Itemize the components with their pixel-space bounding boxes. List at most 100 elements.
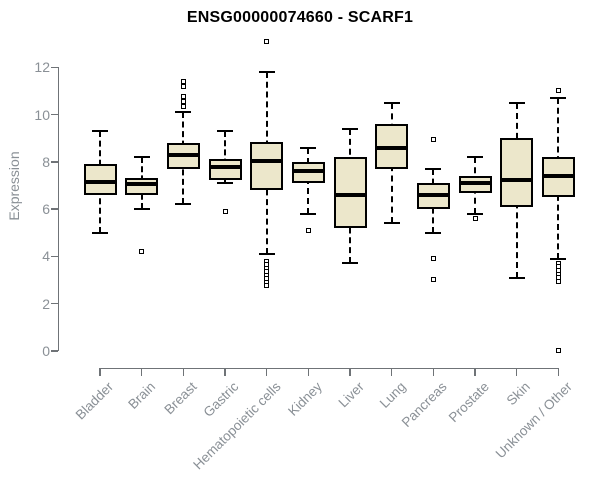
whisker-cap-high <box>342 127 358 130</box>
outlier-point <box>430 256 436 262</box>
whisker-line <box>224 131 226 184</box>
outlier-point <box>555 88 561 94</box>
median-line <box>250 158 284 163</box>
x-axis-tick <box>349 369 351 376</box>
outlier-point <box>180 83 186 89</box>
whisker-cap-high <box>300 146 317 149</box>
x-tick-label: Lung <box>376 379 409 411</box>
median-line <box>208 164 242 169</box>
x-tick-label: Gastric <box>200 379 242 420</box>
x-axis-tick <box>390 369 393 376</box>
y-tick-label: 12 <box>34 59 50 76</box>
outlier-point <box>139 249 145 255</box>
y-axis-tick <box>51 302 58 305</box>
outlier-point <box>472 216 478 221</box>
whisker-cap-high <box>133 156 150 159</box>
box-iqr <box>208 159 242 180</box>
outlier-point <box>430 136 436 142</box>
whisker-cap-low <box>217 182 233 185</box>
y-axis-tick <box>51 208 58 210</box>
y-axis-tick <box>51 255 58 258</box>
whisker-cap-high <box>92 130 108 133</box>
whisker-cap-high <box>175 111 192 114</box>
y-tick-label: 4 <box>42 248 50 265</box>
y-tick-label: 8 <box>42 153 50 170</box>
x-axis-tick <box>307 369 310 376</box>
x-axis-tick <box>99 369 101 376</box>
outlier-point <box>555 348 561 354</box>
median-line <box>541 173 575 178</box>
outlier-point <box>180 99 186 105</box>
y-tick-label: 10 <box>34 106 50 123</box>
whisker-cap-high <box>217 130 233 133</box>
x-axis-tick <box>140 369 143 376</box>
outlier-point <box>180 103 186 109</box>
outlier-point <box>305 227 311 233</box>
x-tick-label: Bladder <box>73 379 117 423</box>
y-axis-tick <box>51 161 58 163</box>
median-line <box>125 182 159 187</box>
whisker-cap-high <box>508 101 525 104</box>
x-tick-label: Prostate <box>445 379 492 426</box>
x-axis-tick <box>265 369 268 376</box>
box-iqr <box>333 157 367 228</box>
whisker-cap-low <box>342 262 358 265</box>
x-axis-tick <box>557 369 560 376</box>
whisker-cap-high <box>383 101 400 104</box>
x-tick-label: Skin <box>504 379 534 409</box>
outlier-point <box>180 94 186 100</box>
y-tick-label: 6 <box>42 201 50 218</box>
box-iqr <box>250 141 284 191</box>
chart-title: ENSG00000074660 - SCARF1 <box>186 9 414 26</box>
whisker-cap-low <box>550 257 567 260</box>
whisker-cap-low <box>300 212 317 215</box>
whisker-cap-low <box>508 276 525 279</box>
whisker-cap-low <box>133 208 150 211</box>
whisker-cap-low <box>258 252 275 255</box>
median-line <box>416 192 450 197</box>
outlier-point <box>430 277 436 283</box>
x-tick-label: Kidney <box>285 379 325 419</box>
y-axis-tick <box>51 350 58 352</box>
whisker-cap-high <box>258 71 275 74</box>
x-axis-line <box>99 367 560 369</box>
whisker-cap-high <box>467 156 483 159</box>
x-axis-tick <box>224 369 226 376</box>
whisker-cap-high <box>550 97 567 99</box>
y-tick-label: 2 <box>42 295 50 312</box>
x-tick-label: Liver <box>335 379 367 411</box>
whisker-cap-low <box>175 203 192 206</box>
whisker-cap-low <box>467 212 483 215</box>
whisker-cap-low <box>425 231 442 234</box>
median-line <box>291 169 325 174</box>
median-line <box>458 181 492 186</box>
median-line <box>333 192 367 197</box>
median-line <box>83 179 117 184</box>
outlier-point <box>264 283 270 289</box>
outlier-point <box>180 78 186 84</box>
box-iqr <box>125 178 159 195</box>
x-tick-label: Unknown / Other <box>492 379 575 462</box>
y-axis-tick <box>51 66 58 69</box>
median-line <box>375 145 409 150</box>
box-iqr <box>83 164 117 195</box>
box-iqr <box>500 138 534 207</box>
x-axis-tick <box>182 369 185 376</box>
x-tick-label: Breast <box>161 379 200 418</box>
y-axis-line <box>57 67 59 351</box>
x-axis-tick <box>474 369 476 376</box>
median-line <box>166 152 200 157</box>
outlier-point <box>555 278 561 284</box>
x-tick-label: Brain <box>125 379 159 412</box>
median-line <box>500 177 534 182</box>
outlier-point <box>264 38 270 44</box>
y-axis-tick <box>51 113 58 116</box>
x-axis-tick <box>515 369 518 376</box>
x-axis-tick <box>432 369 435 376</box>
outlier-point <box>222 208 228 214</box>
whisker-cap-low <box>92 231 108 234</box>
whisker-cap-low <box>383 222 400 225</box>
y-tick-label: 0 <box>42 342 50 359</box>
whisker-cap-high <box>425 167 442 170</box>
